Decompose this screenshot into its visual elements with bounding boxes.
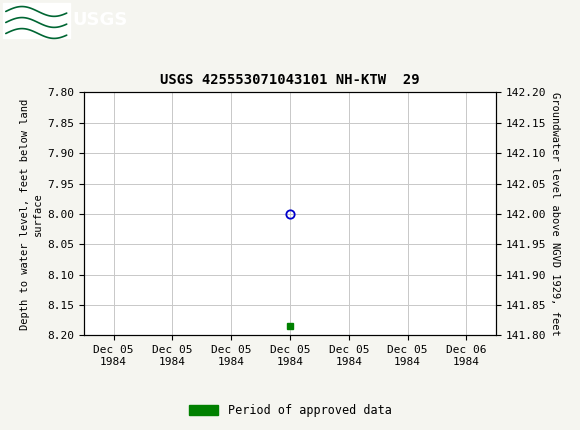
Y-axis label: Groundwater level above NGVD 1929, feet: Groundwater level above NGVD 1929, feet [550,92,560,336]
Text: USGS: USGS [72,12,128,29]
Y-axis label: Depth to water level, feet below land
surface: Depth to water level, feet below land su… [20,98,44,329]
Title: USGS 425553071043101 NH-KTW  29: USGS 425553071043101 NH-KTW 29 [160,73,420,87]
Bar [3,3,70,37]
Legend: Period of approved data: Period of approved data [184,399,396,422]
